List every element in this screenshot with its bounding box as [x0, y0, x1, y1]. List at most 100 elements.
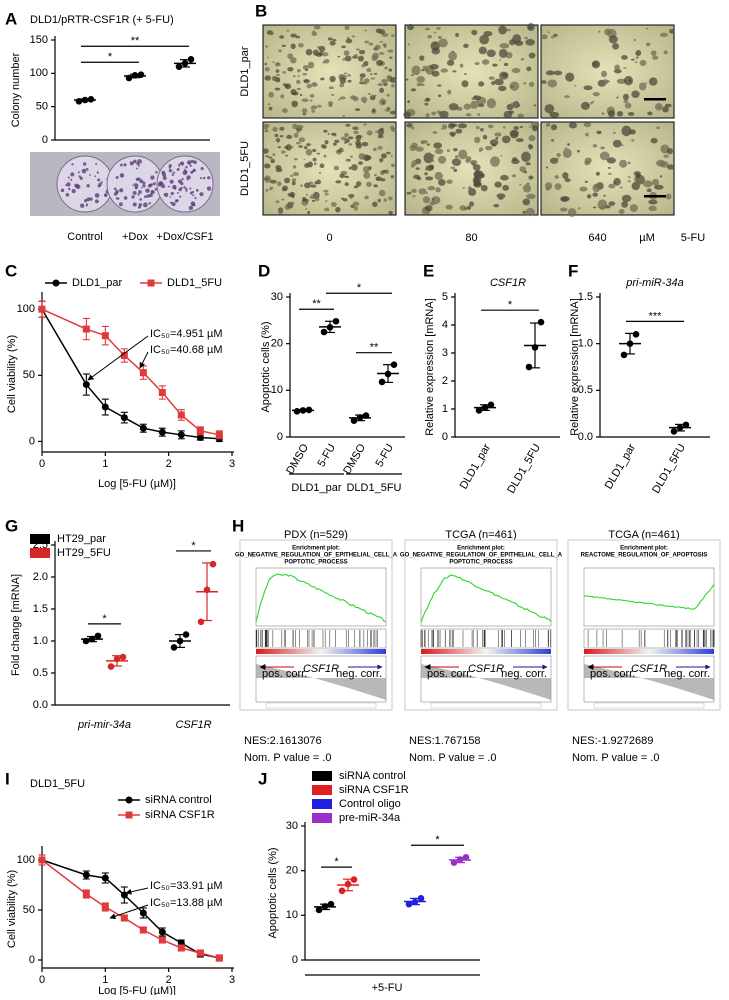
colony — [195, 189, 199, 192]
cell — [342, 198, 348, 202]
cell — [330, 202, 337, 207]
colony — [82, 162, 87, 166]
colony — [178, 165, 181, 167]
gene-label: CSF1R — [468, 663, 504, 675]
cell — [562, 148, 572, 159]
cell — [302, 64, 309, 70]
cell — [296, 141, 301, 145]
cell — [281, 44, 286, 47]
cell — [342, 58, 346, 61]
data-point — [120, 414, 128, 422]
cell — [277, 146, 282, 149]
cell — [521, 151, 531, 162]
cell — [358, 161, 364, 165]
data-point — [120, 351, 128, 359]
cell — [597, 199, 608, 210]
cell — [284, 146, 289, 149]
colony — [189, 191, 193, 195]
cell — [309, 195, 317, 200]
cell — [304, 163, 310, 168]
cell — [407, 100, 410, 104]
cell — [550, 35, 555, 39]
cell — [382, 101, 385, 104]
cell — [631, 90, 640, 99]
cell — [565, 72, 575, 82]
cell — [608, 172, 612, 175]
cell — [378, 29, 386, 35]
colony — [154, 187, 158, 191]
cell — [323, 189, 329, 193]
cell — [372, 108, 376, 112]
significance-label: * — [435, 834, 440, 846]
cell — [311, 109, 315, 113]
column-label: 640 — [588, 232, 606, 244]
cell — [305, 48, 313, 56]
cell — [526, 182, 530, 185]
cell — [311, 31, 318, 37]
colony — [190, 159, 194, 163]
y-tick-label: 150 — [30, 34, 48, 46]
y-tick-label: 50 — [36, 101, 48, 113]
cell — [387, 49, 394, 53]
cell — [290, 33, 298, 38]
colony — [94, 199, 99, 204]
cell — [577, 207, 581, 210]
cell — [389, 76, 397, 83]
pval-label: Nom. P value = .0 — [244, 752, 332, 764]
cell — [428, 164, 435, 170]
colony — [176, 191, 179, 194]
colony — [100, 181, 103, 184]
cell — [301, 108, 308, 114]
annotation: IC₅₀=33.91 µM — [150, 880, 223, 892]
y-axis-label: Apoptotic cells (%) — [260, 321, 272, 412]
cell — [446, 59, 455, 66]
y-tick-label: 2 — [442, 375, 448, 387]
cell — [384, 108, 391, 112]
colony — [169, 179, 174, 184]
cell — [500, 155, 503, 157]
data-point — [158, 936, 166, 944]
data-point — [315, 906, 323, 914]
cell — [646, 188, 652, 193]
legend-label: HT29_par — [57, 533, 106, 545]
cell — [509, 130, 519, 139]
cell — [498, 48, 508, 58]
cell — [298, 145, 304, 148]
panel-letter: D — [258, 261, 270, 280]
cell — [304, 200, 309, 203]
cell — [304, 208, 308, 210]
cell — [447, 89, 452, 95]
cell — [358, 152, 365, 160]
colony — [164, 192, 169, 198]
data-point — [475, 407, 483, 414]
cell — [633, 171, 641, 177]
cell — [645, 27, 649, 30]
cell — [567, 143, 570, 146]
significance-label: *** — [649, 310, 663, 322]
gene-label: CSF1R — [303, 663, 339, 675]
cell — [554, 183, 562, 191]
cell — [312, 157, 317, 162]
cell — [366, 130, 373, 136]
cell — [276, 73, 281, 76]
cell — [296, 131, 300, 134]
cell — [285, 154, 289, 157]
cell — [264, 67, 270, 72]
data-point — [182, 631, 190, 638]
pos-label: pos. corr. — [262, 668, 307, 680]
cell — [299, 93, 303, 97]
cell — [486, 98, 497, 109]
micrograph-bg — [262, 121, 397, 216]
cell — [454, 155, 459, 159]
cell — [412, 195, 416, 198]
gsea-plot-title: POPTOTIC_PROCESS — [449, 560, 512, 566]
colony — [192, 190, 195, 194]
cell — [616, 96, 619, 99]
cell — [503, 62, 509, 67]
micrograph — [540, 121, 675, 217]
cell — [574, 85, 577, 87]
data-point — [327, 900, 335, 908]
legend-label: siRNA CSF1R — [339, 784, 409, 796]
chart-title: CSF1R — [490, 277, 526, 289]
micrograph — [404, 121, 540, 217]
